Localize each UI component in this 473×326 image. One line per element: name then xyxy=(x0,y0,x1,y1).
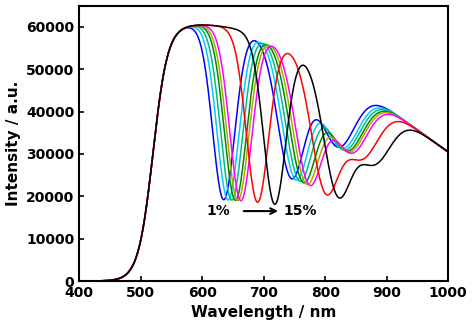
X-axis label: Wavelength / nm: Wavelength / nm xyxy=(191,305,336,320)
Y-axis label: Intensity / a.u.: Intensity / a.u. xyxy=(6,81,20,206)
Text: 15%: 15% xyxy=(283,204,317,218)
Text: 1%: 1% xyxy=(206,204,230,218)
